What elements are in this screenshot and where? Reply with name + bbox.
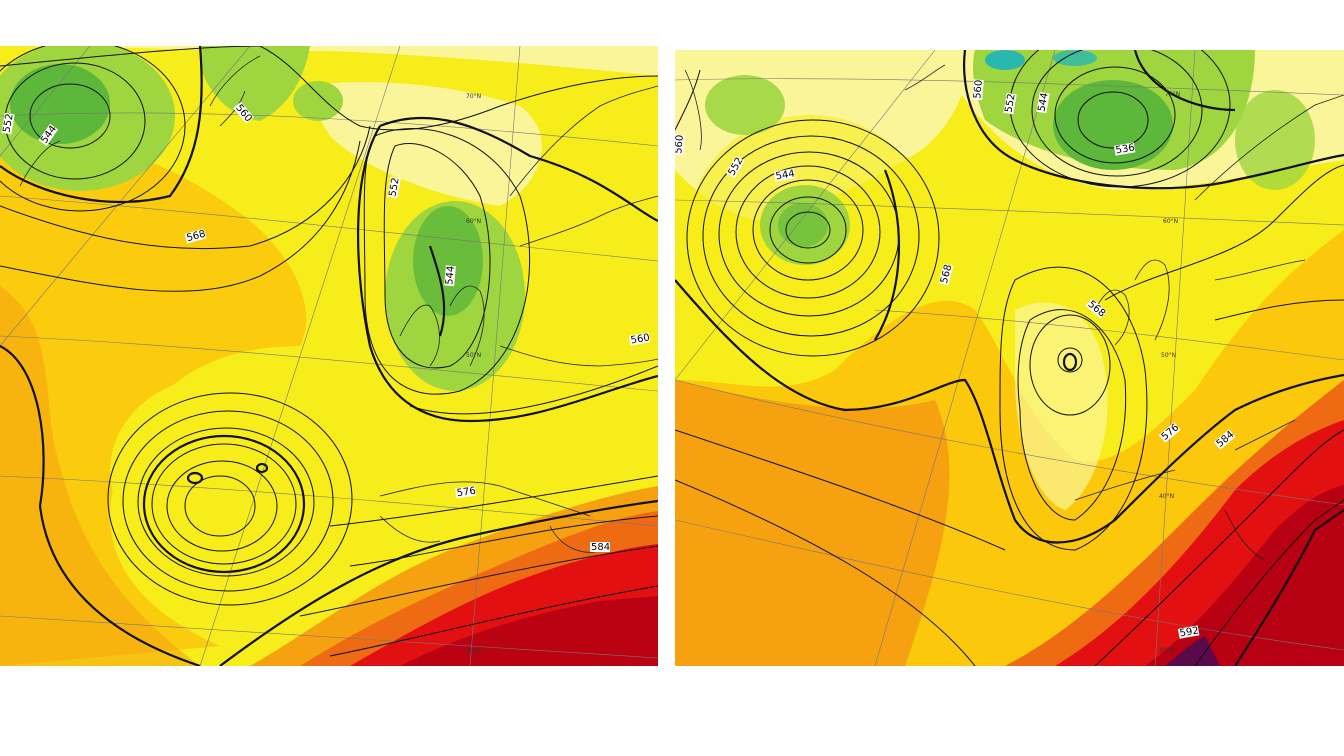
contour-label: 560 — [675, 134, 686, 154]
contour-label: 552 — [2, 113, 16, 134]
contour-lines — [675, 50, 1344, 666]
latitude-label: 70°N — [466, 93, 481, 100]
left-map-panel: 552 544 560 568 552 544 576 584 560 70°N… — [0, 46, 658, 666]
contour-label: 568 — [185, 229, 206, 245]
contour-label: 560 — [972, 79, 985, 99]
contour-label: 576 — [456, 486, 476, 500]
latitude-label: 30°N — [1159, 647, 1174, 654]
coastlines — [684, 64, 1344, 561]
latitude-label: 70°N — [1165, 91, 1180, 98]
contour-label: 584 — [591, 542, 610, 553]
latitude-label: 60°N — [466, 218, 481, 225]
contour-label: 544 — [1037, 92, 1051, 113]
contour-label: 592 — [1179, 625, 1200, 639]
contour-label: 552 — [1004, 93, 1018, 114]
contour-label: 544 — [775, 168, 796, 182]
left-latitude-labels: 70°N 60°N 50°N 30°N — [466, 93, 481, 655]
graticule — [675, 50, 1344, 666]
contour-label: 552 — [388, 177, 402, 198]
right-geopotential-map: 560 552 544 568 544 552 536 568 576 584 … — [675, 50, 1344, 666]
latitude-label: 50°N — [466, 352, 481, 359]
contour-label: 544 — [444, 265, 457, 285]
latitude-label: 40°N — [1159, 493, 1174, 500]
contour-label: 568 — [939, 263, 955, 284]
right-map-panel: 560 552 544 568 544 552 536 568 576 584 … — [675, 50, 1344, 666]
left-geopotential-map: 552 544 560 568 552 544 576 584 560 70°N… — [0, 46, 658, 666]
contour-label: 560 — [630, 332, 651, 346]
contour-lines — [0, 46, 658, 666]
latitude-label: 30°N — [466, 648, 481, 655]
contour-label: 536 — [1115, 142, 1136, 156]
latitude-label: 60°N — [1163, 218, 1178, 225]
right-latitude-labels: 70°N 60°N 50°N 40°N 30°N — [1159, 91, 1180, 654]
latitude-label: 50°N — [1161, 352, 1176, 359]
